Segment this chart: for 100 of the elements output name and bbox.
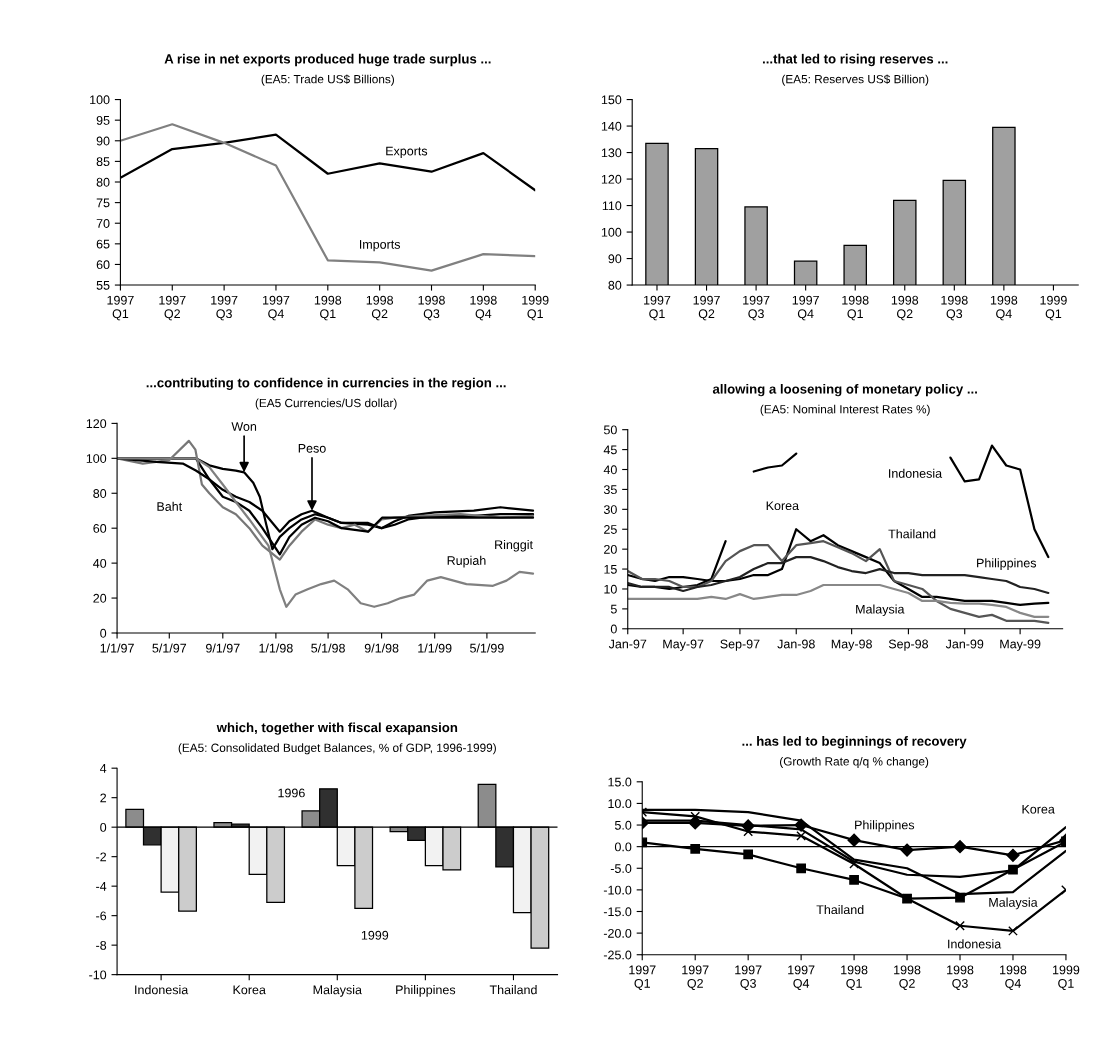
x-tick-label: 1998 Q2 — [894, 965, 921, 991]
x-tick-label: 1997 Q1 — [107, 295, 134, 321]
x-tick-label: Jan-98 — [777, 639, 815, 649]
text: Won — [231, 422, 257, 431]
x-tick-label: May-97 — [663, 639, 704, 651]
x-tick-label: May-98 — [831, 639, 872, 651]
chart-title: A rise in net exports produced huge trade surplus ... — [164, 53, 491, 67]
y-tick-label: 45 — [603, 445, 617, 455]
y-tick-label: 5 — [610, 604, 617, 614]
y-tick-label: 25 — [604, 525, 617, 534]
y-tick-label: 0 — [100, 628, 107, 638]
y-tick-label: 5.0 — [614, 820, 632, 830]
series-label: Thailand — [888, 529, 936, 539]
y-tick-label: -20.0 — [603, 928, 632, 938]
y-tick-label: 4 — [99, 764, 107, 773]
x-tick-label: Korea — [233, 985, 266, 995]
y-tick-label: 120 — [601, 174, 622, 184]
y-tick-label: 50 — [603, 425, 617, 435]
y-tick-label: 60 — [93, 523, 107, 533]
chart-subtitle: (EA5 Currencies/US dollar) — [255, 398, 397, 410]
x-tick-label: 1997 Q1 — [644, 295, 671, 321]
y-tick-label: 10.0 — [608, 799, 632, 809]
series-label: Imports — [359, 240, 401, 252]
y-tick-label: 80 — [96, 177, 110, 187]
y-tick-label: -4 — [96, 882, 107, 891]
y-tick-label: 10 — [604, 584, 617, 594]
x-tick-label: 1997 Q2 — [159, 295, 186, 321]
x-tick-label: 1997 Q1 — [629, 965, 656, 991]
x-tick-label: 1/1/97 — [100, 643, 134, 653]
x-tick-label: 1997 Q3 — [743, 295, 770, 321]
x-tick-label: 1998 Q4 — [470, 295, 497, 321]
y-tick-label: 0.0 — [614, 842, 632, 852]
y-tick-label: -5.0 — [610, 864, 632, 873]
x-tick-label: May-99 — [1000, 639, 1041, 651]
y-tick-label: 60 — [96, 260, 110, 270]
y-tick-label: 80 — [608, 280, 622, 290]
series-label: Indonesia — [889, 468, 943, 478]
series-label: Exports — [386, 146, 428, 158]
text: Peso — [298, 443, 326, 453]
x-tick-label: Thailand — [489, 985, 537, 995]
y-tick-label: 90 — [608, 254, 622, 264]
y-tick-label: 35 — [603, 485, 617, 495]
y-tick-label: 100 — [601, 227, 622, 237]
y-tick-label: 85 — [96, 157, 110, 167]
series-label: Thailand — [816, 904, 864, 915]
x-tick-label: 1998 Q1 — [314, 295, 342, 321]
series-label: Malaysia — [989, 897, 1038, 910]
x-tick-label: 1998 Q3 — [418, 295, 445, 321]
category-label: Q1 — [1058, 978, 1074, 991]
x-tick-label: 1998 Q4 — [990, 295, 1018, 321]
chart-subtitle: (EA5: Consolidated Budget Balances, % of GDP, 1996-1999) — [178, 743, 496, 755]
y-tick-label: 150 — [601, 95, 622, 105]
series-label: Ringgit — [495, 539, 533, 552]
x-tick-label: 1999 Q1 — [1040, 295, 1067, 321]
x-tick-label: 9/1/97 — [206, 643, 240, 653]
y-tick-label: 100 — [86, 454, 107, 463]
chart-title: which, together with fiscal exapansion — [216, 722, 458, 735]
series-label: Korea — [1022, 804, 1055, 814]
y-tick-label: -15.0 — [603, 907, 632, 917]
x-tick-label: 1997 Q2 — [682, 965, 709, 991]
x-tick-label: 1998 Q4 — [1000, 965, 1027, 991]
series-label: Philippines — [977, 558, 1037, 570]
text: Baht — [157, 501, 183, 511]
x-tick-label: 5/1/98 — [311, 643, 345, 653]
series-label: Malaysia — [856, 604, 905, 617]
x-tick-label: 1998 Q2 — [891, 295, 919, 321]
x-tick-label: 1998 Q3 — [941, 295, 968, 321]
y-tick-label: -10.0 — [603, 885, 632, 895]
x-tick-label: 1998 Q1 — [842, 295, 869, 321]
chart-subtitle: (Growth Rate q/q % change) — [780, 756, 929, 768]
chart-title: ...contributing to confidence in currencies in the region ... — [146, 377, 506, 391]
y-tick-label: 65 — [96, 239, 110, 249]
x-tick-label: Jan-97 — [608, 639, 647, 649]
series-label: Rupiah — [447, 555, 486, 568]
y-tick-label: 120 — [86, 419, 107, 429]
x-tick-label: 1997 Q4 — [263, 295, 290, 321]
x-tick-label: Malaysia — [313, 985, 362, 997]
x-tick-label: 1/1/98 — [259, 643, 293, 653]
x-tick-label: 1997 Q4 — [792, 295, 819, 321]
x-tick-label: Philippines — [396, 985, 456, 997]
y-tick-label: 2 — [100, 793, 107, 803]
x-tick-label: Sep-98 — [888, 639, 929, 651]
x-tick-label: Indonesia — [135, 985, 189, 995]
chart-title: ...that led to rising reserves ... — [762, 53, 948, 67]
chart-title: allowing a loosening of monetary policy ... — [712, 383, 977, 397]
y-tick-label: 90 — [96, 136, 110, 146]
series-label: Philippines — [855, 820, 915, 832]
x-tick-label: Jan-99 — [945, 639, 984, 649]
y-tick-label: 30 — [603, 505, 617, 514]
y-tick-label: -2 — [96, 852, 107, 862]
x-tick-label: 1997 Q3 — [735, 965, 762, 991]
y-tick-label: -8 — [96, 940, 107, 950]
y-tick-label: 20 — [604, 544, 617, 554]
chart-subtitle: (EA5: Trade US$ Billions) — [261, 74, 395, 86]
x-tick-label: 1997 Q2 — [693, 295, 720, 321]
text: 1999 — [361, 930, 389, 940]
series-label: Korea — [766, 501, 800, 511]
x-tick-label: 1998 Q2 — [366, 295, 394, 321]
x-tick-label: 1997 Q3 — [211, 295, 238, 321]
x-tick-label: 5/1/99 — [470, 643, 504, 653]
